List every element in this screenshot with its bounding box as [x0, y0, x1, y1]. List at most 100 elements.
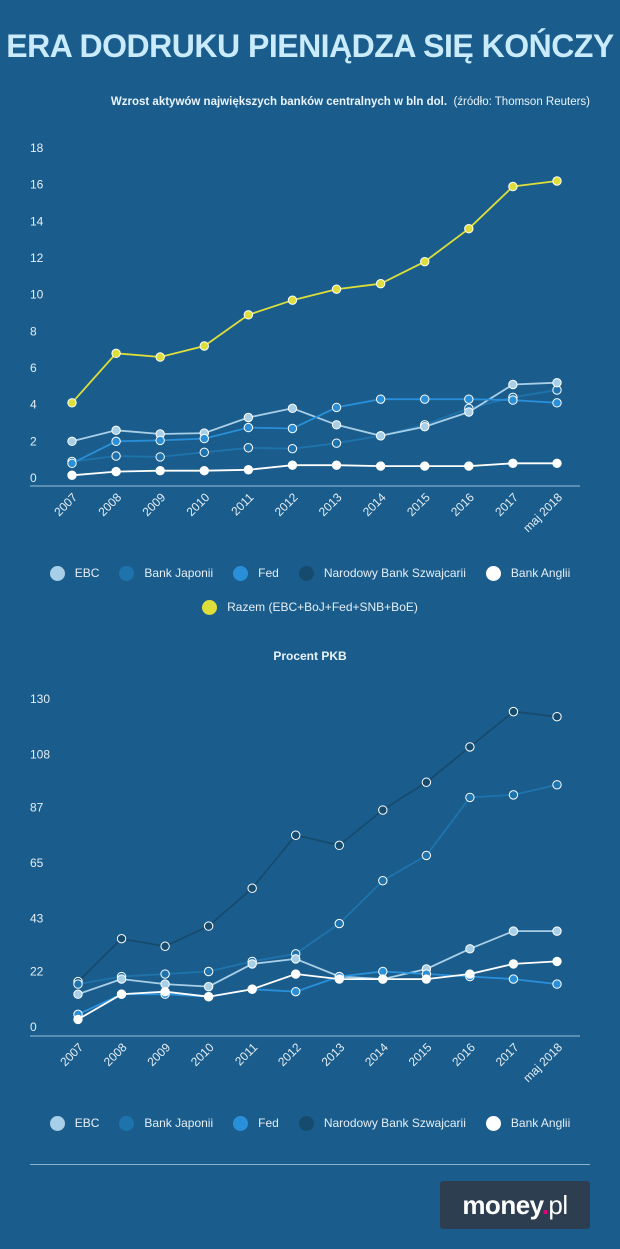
data-point-boj-2009	[155, 452, 165, 462]
legend2-label-boe: Bank Anglii	[510, 1116, 571, 1130]
legend2-dot-boj	[119, 1115, 135, 1131]
data-point-ebc-2015	[420, 421, 430, 432]
data-point-boe-2008	[111, 466, 121, 477]
data-point-razem-maj-2018	[552, 176, 562, 186]
series-line-boj	[71, 389, 558, 463]
data-point-fed-2012	[287, 423, 298, 434]
data-point-ebc-2017	[508, 379, 518, 390]
x-tick-label-2013: 2013	[319, 1040, 348, 1069]
y-tick-label: 22	[30, 964, 44, 978]
data-point-ebc-2011	[243, 412, 254, 423]
data-point-boj-2015	[421, 850, 432, 861]
legend2-item-ebc: EBC	[49, 1113, 99, 1133]
x-tick-label-2013: 2013	[316, 490, 345, 519]
data-point-boj-2013	[334, 918, 344, 929]
data-point-boj-2009	[160, 969, 170, 979]
data-point-fed-2014	[375, 394, 386, 404]
data-point-fed-2007	[67, 458, 77, 469]
legend2-item-snb: Narodowy Bank Szwajcarii	[298, 1113, 466, 1133]
data-point-boe-2010	[203, 992, 214, 1002]
money-pl-logo[interactable]: money.pl	[440, 1181, 590, 1229]
x-tick-label-2009: 2009	[140, 490, 169, 519]
data-point-boe-2013	[331, 460, 342, 470]
legend2-label-boj: Bank Japonii	[144, 1116, 214, 1130]
legend2-dot-snb	[298, 1115, 314, 1131]
y-tick-label: 14	[30, 214, 44, 228]
data-point-razem-2010	[199, 341, 209, 351]
data-point-razem-2013	[331, 284, 342, 294]
y-tick-label: 2	[30, 434, 37, 448]
data-point-ebc-2016	[465, 944, 475, 954]
series-line-fed	[71, 398, 558, 465]
legend-row-2: Razem (EBC+BoJ+Fed+SNB+BoE)	[0, 597, 620, 617]
x-tick-label-2008: 2008	[101, 1040, 130, 1069]
x-tick-label-2017: 2017	[492, 490, 521, 519]
data-point-razem-2007	[67, 398, 77, 408]
series-line-ebc	[77, 930, 557, 996]
data-point-fed-2017	[508, 974, 519, 984]
legend-dot-ebc	[49, 565, 65, 581]
data-point-razem-2009	[155, 352, 165, 362]
data-point-boe-2017	[508, 959, 519, 969]
legend-label-fed: Fed	[258, 566, 279, 580]
legend-label-razem: Razem (EBC+BoJ+Fed+SNB+BoE)	[227, 600, 418, 614]
y-tick-label: 0	[30, 471, 37, 485]
data-point-snb-2017	[508, 706, 519, 717]
x-tick-label-maj-2018: maj 2018	[520, 1040, 565, 1085]
data-point-fed-2010	[199, 433, 209, 444]
legend-item-boe: Bank Anglii	[485, 563, 570, 583]
data-point-fed-2009	[155, 435, 165, 446]
series-line-fed	[77, 970, 558, 1016]
x-tick-label-2008: 2008	[95, 490, 124, 519]
data-point-razem-2016	[464, 223, 474, 234]
data-point-fed-2017	[508, 395, 518, 405]
data-point-boe-2012	[291, 969, 301, 979]
legend-item-fed: Fed	[233, 563, 279, 583]
legend2-item-boj: Bank Japonii	[119, 1113, 213, 1133]
y-tick-label: 43	[30, 912, 44, 926]
y-tick-label: 18	[30, 141, 44, 155]
legend-item-ebc: EBC	[49, 563, 100, 583]
x-tick-label-2010: 2010	[188, 1040, 217, 1069]
x-tick-label-maj-2018: maj 2018	[520, 490, 565, 535]
series-line-boe	[71, 462, 557, 477]
assets-line-chart: 0 2 4 6 8 10 12 14 16 18 2007 2008 2009 2010 2011 2012 2…	[30, 141, 580, 535]
y-tick-label: 108	[30, 748, 50, 762]
data-point-snb-maj-2018	[552, 711, 562, 722]
data-point-snb-2013	[334, 840, 344, 851]
logo-main: money	[462, 1190, 542, 1220]
data-point-ebc-2014	[375, 431, 386, 441]
data-point-fed-2013	[331, 402, 342, 413]
data-point-boe-2017	[508, 458, 518, 469]
data-point-ebc-2013	[331, 420, 342, 430]
data-point-boe-2007	[73, 1014, 83, 1025]
data-point-boe-2012	[287, 460, 298, 470]
x-tick-label-2017: 2017	[493, 1040, 522, 1069]
x-tick-label-2011: 2011	[232, 1040, 260, 1068]
data-point-fed-maj-2018	[552, 979, 562, 989]
series-line-boe	[77, 960, 558, 1021]
series-line-razem	[71, 180, 558, 404]
subtitle-main: Wzrost aktywów największych banków centr…	[110, 96, 448, 108]
data-point-ebc-maj-2018	[552, 926, 562, 936]
legend-label-ebc: EBC	[74, 566, 100, 580]
data-point-razem-2014	[375, 278, 386, 289]
data-point-boe-2014	[375, 461, 386, 471]
y-tick-label: 10	[30, 288, 44, 302]
data-point-boj-2013	[331, 438, 342, 448]
legend-dot-fed	[233, 565, 249, 581]
data-point-boj-2017	[508, 790, 519, 800]
data-point-fed-2011	[243, 422, 254, 433]
data-point-fed-2012	[291, 986, 301, 997]
page-title: ERA DODRUKU PIENIĄDZA SIĘ KOŃCZY	[6, 28, 614, 64]
data-point-ebc-2008	[116, 974, 127, 984]
legend-item-snb: Narodowy Bank Szwajcarii	[298, 563, 466, 583]
data-point-ebc-2011	[247, 959, 257, 969]
data-point-boj-maj-2018	[552, 780, 562, 790]
data-point-snb-2014	[378, 805, 388, 815]
data-point-ebc-2007	[73, 989, 83, 999]
series-line-snb	[77, 710, 558, 983]
data-point-razem-2011	[243, 310, 254, 320]
data-point-boe-2013	[334, 974, 344, 984]
series-line-ebc	[71, 381, 558, 443]
